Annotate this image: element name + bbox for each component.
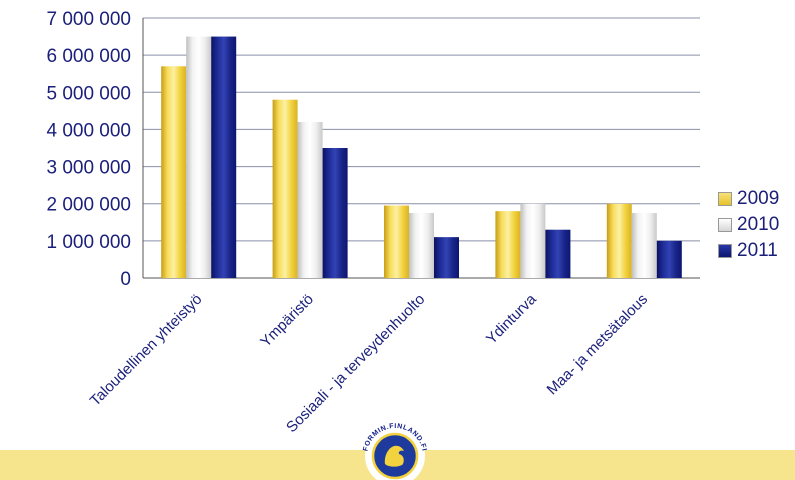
y-tick-label: 1 000 000 (46, 232, 131, 253)
x-tick-label: Maa- ja metsätalous (544, 291, 652, 399)
legend-item-2010: 2010 (718, 212, 779, 238)
bar-2009-3 (495, 211, 521, 278)
y-tick-label: 4 000 000 (46, 120, 131, 141)
y-tick-label: 0 (120, 269, 131, 290)
legend-item-2011: 2011 (718, 238, 779, 264)
legend-swatch-2009 (718, 192, 732, 206)
bar-2009-0 (161, 66, 187, 279)
y-tick-label: 7 000 000 (46, 9, 131, 30)
legend-label-2010: 2010 (737, 214, 780, 235)
bar-2011-2 (434, 237, 459, 278)
bar-2010-1 (297, 122, 323, 278)
legend-swatch-2011 (718, 244, 732, 258)
formin-logo: FORMIN.FINLAND.FI (362, 423, 427, 480)
bar-2009-4 (606, 203, 632, 278)
bar-2010-4 (631, 213, 657, 278)
y-tick-label: 6 000 000 (46, 46, 131, 67)
legend-swatch-2010 (718, 218, 732, 232)
bar-2011-0 (211, 36, 237, 279)
bar-2010-2 (409, 213, 434, 278)
y-tick-label: 3 000 000 (46, 158, 131, 179)
bar-2009-2 (384, 205, 409, 278)
bar-2011-3 (545, 229, 571, 278)
gridlines: 0 1 000 000 2 000 000 3 000 000 4 000 000 5 0… (46, 9, 700, 290)
bar-2011-4 (656, 240, 682, 278)
bar-2009-1 (272, 99, 298, 278)
bar-2011-1 (322, 148, 348, 278)
x-tick-label: Ympäristö (257, 291, 317, 351)
bar-2010-0 (186, 36, 212, 279)
bars (161, 36, 682, 279)
x-tick-label: Ydinturva (483, 290, 540, 347)
lion-icon (384, 445, 404, 467)
x-tick-label: Taloudellinen yhteistyö (87, 291, 206, 410)
y-tick-label: 2 000 000 (46, 195, 131, 216)
legend-label-2011: 2011 (737, 240, 778, 261)
legend-label-2009: 2009 (737, 188, 780, 209)
bar-2010-3 (520, 203, 546, 278)
y-tick-label: 5 000 000 (46, 83, 131, 104)
legend-item-2009: 2009 (718, 186, 779, 212)
legend: 2009 2010 2011 (718, 186, 779, 264)
